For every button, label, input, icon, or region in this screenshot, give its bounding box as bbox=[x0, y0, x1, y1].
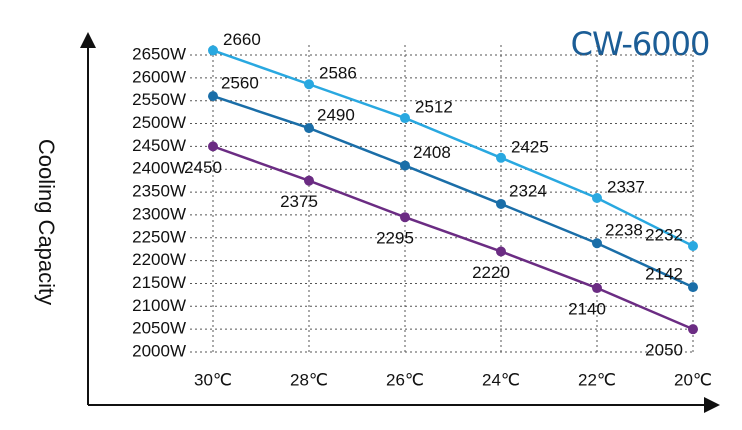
series-line bbox=[212, 145, 694, 331]
data-point bbox=[304, 175, 314, 186]
y-tick-label: 2250W bbox=[132, 227, 186, 246]
data-label: 2238 bbox=[605, 221, 643, 240]
data-point bbox=[208, 91, 218, 102]
y-tick-label: 2450W bbox=[132, 136, 186, 155]
data-label: 2050 bbox=[645, 341, 683, 360]
data-point bbox=[592, 193, 602, 204]
data-label: 2512 bbox=[415, 98, 453, 117]
data-label: 2220 bbox=[472, 263, 510, 282]
data-point bbox=[400, 160, 410, 171]
data-label: 2425 bbox=[511, 137, 549, 156]
x-tick-label: 26℃ bbox=[386, 370, 424, 389]
data-point bbox=[496, 246, 506, 257]
x-tick-label: 28℃ bbox=[290, 370, 328, 389]
y-tick-label: 2200W bbox=[132, 250, 186, 269]
data-point bbox=[208, 45, 218, 56]
series-line bbox=[212, 94, 694, 289]
y-tick-label: 2650W bbox=[132, 44, 186, 63]
data-label: 2295 bbox=[376, 229, 414, 248]
y-tick-label: 2350W bbox=[132, 182, 186, 201]
y-tick-label: 2050W bbox=[132, 319, 186, 338]
y-tick-label: 2000W bbox=[132, 341, 186, 360]
data-point bbox=[400, 113, 410, 124]
x-tick-label: 22℃ bbox=[578, 370, 616, 389]
data-label: 2142 bbox=[645, 265, 683, 284]
data-point bbox=[688, 240, 698, 251]
x-tick-label: 24℃ bbox=[482, 370, 520, 389]
data-point bbox=[496, 152, 506, 163]
data-label: 2140 bbox=[568, 300, 606, 319]
data-label: 2586 bbox=[319, 64, 357, 83]
x-tick-label: 20℃ bbox=[674, 370, 712, 389]
data-point bbox=[592, 283, 602, 294]
y-tick-label: 2150W bbox=[132, 273, 186, 292]
y-tick-label: 2400W bbox=[132, 159, 186, 178]
series-line bbox=[212, 49, 694, 248]
data-point bbox=[496, 198, 506, 209]
data-point bbox=[592, 238, 602, 249]
data-point bbox=[304, 123, 314, 134]
y-tick-label: 2550W bbox=[132, 90, 186, 109]
data-label: 2660 bbox=[223, 30, 261, 49]
data-label: 2337 bbox=[607, 178, 645, 197]
data-label: 2490 bbox=[317, 106, 355, 125]
data-label: 2232 bbox=[645, 225, 683, 244]
data-point bbox=[304, 79, 314, 90]
y-axis-label: Cooling Capacity bbox=[34, 139, 59, 305]
data-point bbox=[688, 282, 698, 293]
data-label: 2408 bbox=[413, 143, 451, 162]
y-tick-label: 2500W bbox=[132, 113, 186, 132]
data-label: 2560 bbox=[221, 74, 259, 93]
data-label: 2450 bbox=[184, 158, 222, 177]
data-point bbox=[208, 141, 218, 152]
data-label: 2324 bbox=[509, 181, 547, 200]
chart-title: CW-6000 bbox=[571, 25, 710, 63]
x-tick-label: 30℃ bbox=[194, 370, 232, 389]
data-point bbox=[688, 324, 698, 335]
y-tick-label: 2600W bbox=[132, 67, 186, 86]
y-tick-label: 2300W bbox=[132, 204, 186, 223]
y-tick-label: 2100W bbox=[132, 296, 186, 315]
data-label: 2375 bbox=[280, 192, 318, 211]
data-point bbox=[400, 212, 410, 223]
